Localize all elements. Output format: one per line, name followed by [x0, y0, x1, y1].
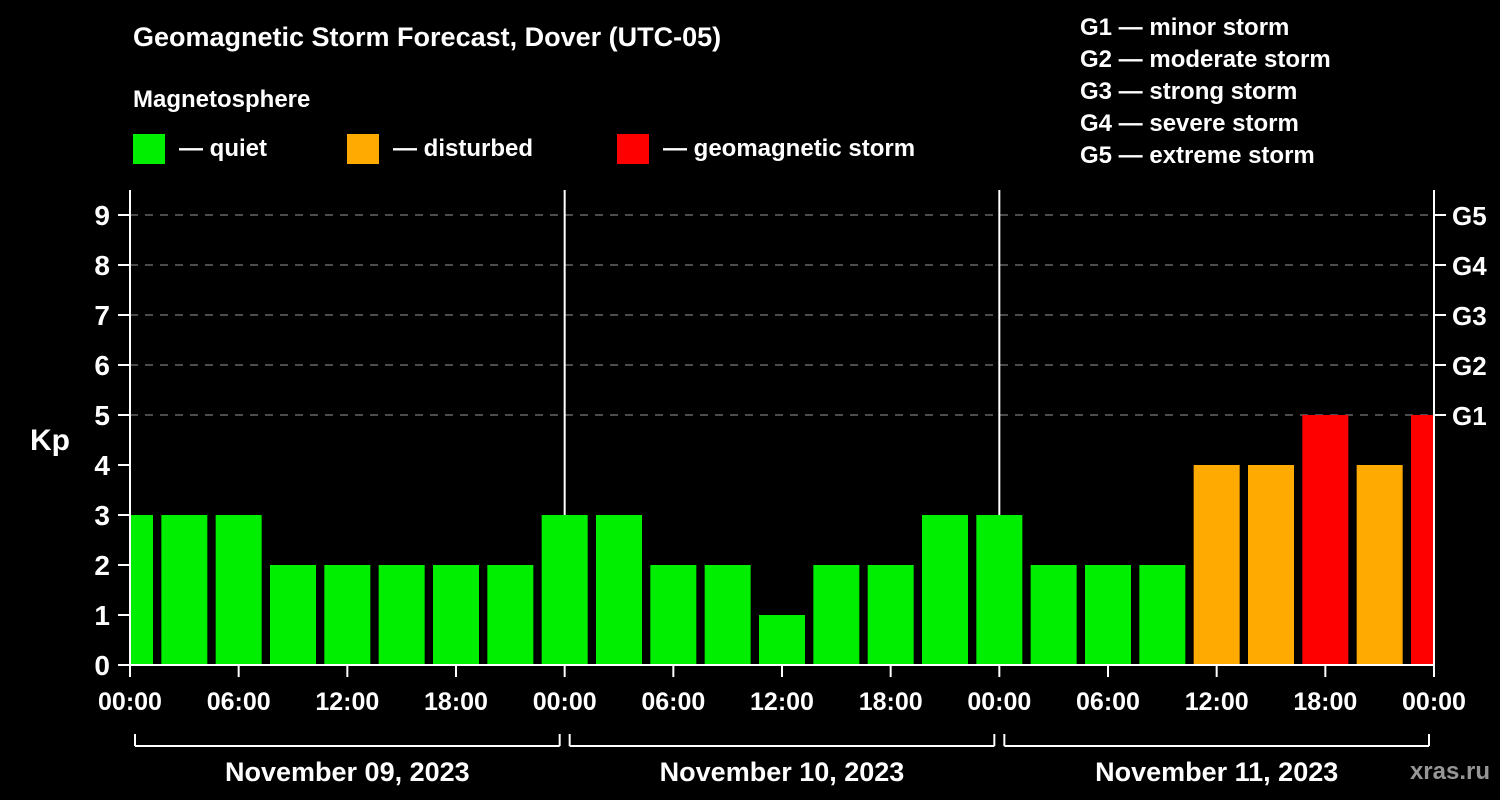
- day-label: November 09, 2023: [225, 757, 470, 787]
- day-label: November 10, 2023: [660, 757, 905, 787]
- kp-bar: [130, 515, 153, 665]
- storm-scale-legend: G1 — minor storm G2 — moderate storm G3 …: [1080, 12, 1331, 172]
- kp-bar: [1085, 565, 1131, 665]
- legend-item-quiet: — quiet: [133, 133, 267, 165]
- x-tick-label: 12:00: [750, 688, 814, 716]
- kp-bar: [215, 515, 262, 665]
- x-tick-label: 12:00: [315, 688, 379, 716]
- storm-scale-line-g2: G2 — moderate storm: [1080, 46, 1331, 73]
- page-title: Geomagnetic Storm Forecast, Dover (UTC-0…: [133, 22, 722, 52]
- y-tick-label: 2: [94, 550, 110, 581]
- legend-label-quiet: — quiet: [179, 135, 267, 162]
- y-tick-label: 7: [94, 300, 110, 331]
- kp-bar: [433, 565, 479, 665]
- kp-bar: [1356, 465, 1403, 665]
- x-tick-label: 00:00: [967, 688, 1031, 716]
- y-tick-label: 8: [94, 250, 110, 281]
- kp-bar: [487, 565, 534, 665]
- kp-bar: [867, 565, 914, 665]
- kp-bar: [976, 515, 1023, 665]
- kp-bar: [922, 515, 968, 665]
- g-level-label: G1: [1452, 401, 1487, 431]
- storm-swatch-icon: [617, 134, 649, 164]
- quiet-swatch-icon: [133, 134, 165, 164]
- y-tick-label: 6: [94, 350, 110, 381]
- legend-item-disturbed: — disturbed: [347, 133, 533, 165]
- magnetosphere-label: Magnetosphere: [133, 86, 311, 113]
- kp-bar: [541, 515, 588, 665]
- y-tick-label: 4: [94, 450, 110, 481]
- kp-bar: [1302, 415, 1349, 665]
- x-tick-label: 12:00: [1185, 688, 1249, 716]
- x-tick-label: 00:00: [98, 688, 162, 716]
- g-level-label: G3: [1452, 301, 1487, 331]
- kp-bar: [270, 565, 316, 665]
- kp-bar: [1139, 565, 1186, 665]
- x-tick-label: 06:00: [207, 688, 271, 716]
- kp-bar: [1193, 465, 1240, 665]
- storm-scale-line-g3: G3 — strong storm: [1080, 78, 1298, 105]
- kp-bar: [1248, 465, 1294, 665]
- kp-bar: [759, 615, 805, 665]
- kp-bar: [650, 565, 697, 665]
- x-tick-label: 00:00: [1402, 688, 1466, 716]
- watermark: xras.ru: [1409, 758, 1490, 785]
- x-tick-label: 00:00: [533, 688, 597, 716]
- kp-bar: [324, 565, 371, 665]
- storm-scale-line-g1: G1 — minor storm: [1080, 14, 1290, 41]
- kp-bar: [596, 515, 642, 665]
- kp-bar: [378, 565, 425, 665]
- day-label: November 11, 2023: [1095, 757, 1338, 787]
- kp-bar: [1030, 565, 1077, 665]
- g-level-label: G2: [1452, 351, 1487, 381]
- g-level-label: G4: [1452, 251, 1487, 281]
- x-tick-label: 18:00: [1293, 688, 1357, 716]
- x-tick-label: 06:00: [1076, 688, 1140, 716]
- y-tick-label: 5: [94, 400, 110, 431]
- kp-bar: [813, 565, 860, 665]
- y-tick-label: 1: [94, 600, 110, 631]
- x-tick-label: 18:00: [859, 688, 923, 716]
- legend-item-storm: — geomagnetic storm: [617, 133, 915, 165]
- y-tick-label: 9: [94, 200, 110, 231]
- storm-scale-line-g5: G5 — extreme storm: [1080, 142, 1315, 169]
- x-tick-label: 18:00: [424, 688, 488, 716]
- y-tick-label: 3: [94, 500, 110, 531]
- legend-label-storm: — geomagnetic storm: [663, 135, 916, 162]
- y-tick-label: 0: [94, 650, 110, 681]
- g-level-label: G5: [1452, 201, 1487, 231]
- kp-bar: [704, 565, 751, 665]
- legend-label-disturbed: — disturbed: [393, 135, 534, 162]
- kp-bar: [161, 515, 208, 665]
- y-axis-title: Kp: [30, 424, 70, 457]
- disturbed-swatch-icon: [347, 134, 379, 164]
- storm-scale-line-g4: G4 — severe storm: [1080, 110, 1299, 137]
- x-tick-label: 06:00: [641, 688, 705, 716]
- kp-bar: [1411, 415, 1434, 665]
